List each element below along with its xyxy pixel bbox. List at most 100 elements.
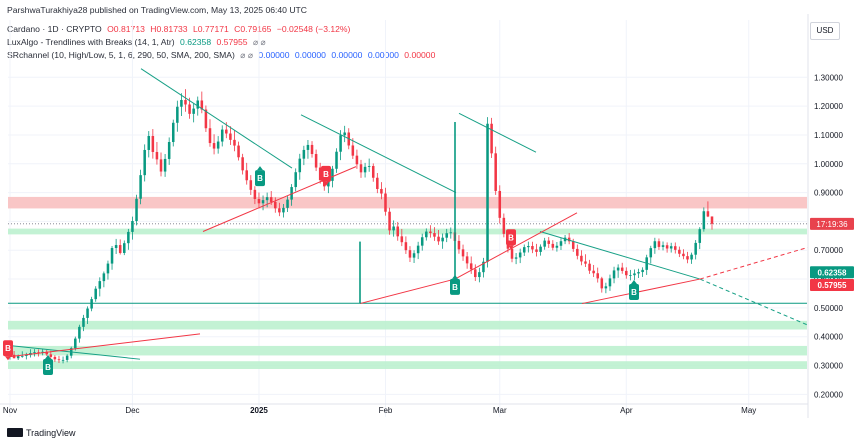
currency-button[interactable]: USD (810, 22, 840, 40)
candle-body (180, 99, 183, 107)
y-tick-label: 1.20000 (814, 102, 843, 111)
red-trendline (202, 166, 357, 232)
candle-body (306, 144, 310, 150)
candle-body (625, 270, 628, 276)
candle-body (665, 245, 669, 249)
candle-body (184, 99, 187, 105)
break-marker-label: B (323, 170, 329, 179)
srchannel-value-1: 0.00000 (258, 50, 290, 60)
candle-body (633, 273, 636, 276)
break-marker-pointer (323, 181, 329, 186)
ohlc-open: O0.81713 (107, 24, 145, 34)
break-marker-pointer (631, 280, 637, 285)
candle-body (127, 231, 130, 244)
candle-body (494, 153, 497, 191)
luxalgo-indicator-line[interactable]: LuxAlgo - Trendlines with Breaks (14, 1,… (7, 37, 269, 48)
support-zone (8, 228, 807, 235)
countdown-tag (810, 217, 854, 230)
candle-body (135, 198, 138, 222)
y-tick-label: 0.90000 (814, 189, 843, 198)
candle-body (25, 354, 28, 356)
candle-body (265, 197, 269, 201)
candle-body (596, 273, 599, 279)
candle-body (78, 326, 81, 339)
y-tick-label: 0.20000 (814, 390, 843, 399)
candle-body (69, 348, 73, 356)
candle-body (661, 245, 665, 247)
red-trendline (7, 333, 201, 358)
candle-body (543, 240, 546, 247)
footer-brand-text: TradingView (26, 428, 76, 438)
publisher-text: ParshwaTurakhiya28 published on TradingV… (7, 5, 307, 15)
candle-body (527, 246, 530, 248)
luxalgo-hidden-icon: ⌀ ⌀ (252, 37, 266, 47)
candle-body (612, 270, 616, 279)
candle-body (143, 149, 146, 176)
break-marker-badge (450, 278, 460, 295)
candle-body (151, 136, 155, 152)
candle-body (629, 275, 632, 276)
candle-body (388, 211, 391, 231)
candle-body (61, 359, 65, 361)
green-trendline (699, 278, 809, 326)
candle-body (698, 229, 702, 243)
y-tick-label: 1.10000 (814, 131, 843, 140)
candle-body (245, 170, 248, 181)
candle-body (571, 241, 575, 249)
candle-body (98, 281, 102, 289)
candles (8, 89, 714, 364)
candle-body (706, 211, 710, 217)
candle-body (514, 257, 518, 259)
candle-body (449, 232, 453, 234)
x-tick-label: Nov (3, 406, 17, 415)
candle-body (347, 132, 351, 146)
candle-body (637, 272, 640, 274)
luxalgo-title: LuxAlgo - Trendlines with Breaks (14, 1,… (7, 37, 175, 47)
ohlc-close: C0.79165 (234, 24, 272, 34)
symbol-name[interactable]: Cardano · 1D · CRYPTO (7, 24, 102, 34)
candle-body (327, 180, 330, 187)
level-lines (8, 223, 807, 304)
y-tick-label: 0.70000 (814, 246, 843, 255)
candle-body (139, 175, 142, 199)
candle-body (396, 226, 399, 237)
candle-body (522, 247, 526, 253)
candle-body (425, 231, 428, 238)
candle-body (45, 351, 48, 355)
candle-body (539, 246, 542, 252)
candle-body (188, 104, 191, 114)
candle-body (645, 257, 648, 270)
candle-body (94, 288, 97, 300)
candle-body (65, 355, 69, 360)
candle-body (294, 172, 297, 188)
candle-body (674, 246, 677, 250)
candle-body (282, 207, 285, 213)
candle-body (225, 129, 228, 134)
candle-body (323, 180, 326, 187)
red-trendline (359, 278, 456, 305)
break-marker-pointer (452, 274, 458, 279)
candle-body (20, 355, 24, 357)
candle-body (167, 142, 171, 159)
candle-body (286, 199, 289, 208)
srchannel-title: SRchannel (10, High/Low, 5, 1, 6, 290, 5… (7, 50, 235, 60)
y-tick-label: 0.50000 (814, 304, 843, 313)
break-marker-label: B (452, 283, 458, 292)
candle-body (408, 250, 412, 258)
candle-body (331, 168, 334, 181)
candle-body (204, 109, 208, 129)
candle-body (335, 151, 338, 169)
candle-body (445, 233, 448, 238)
candle-body (355, 155, 359, 165)
x-tick-label: Feb (379, 406, 393, 415)
candle-body (269, 197, 273, 202)
candle-body (469, 263, 473, 270)
srchannel-indicator-line[interactable]: SRchannel (10, High/Low, 5, 1, 6, 290, 5… (7, 50, 438, 61)
candle-body (384, 193, 387, 212)
candle-body (567, 237, 571, 242)
candle-body (392, 226, 395, 231)
resistance-zone (8, 196, 807, 209)
candle-body (653, 241, 657, 249)
